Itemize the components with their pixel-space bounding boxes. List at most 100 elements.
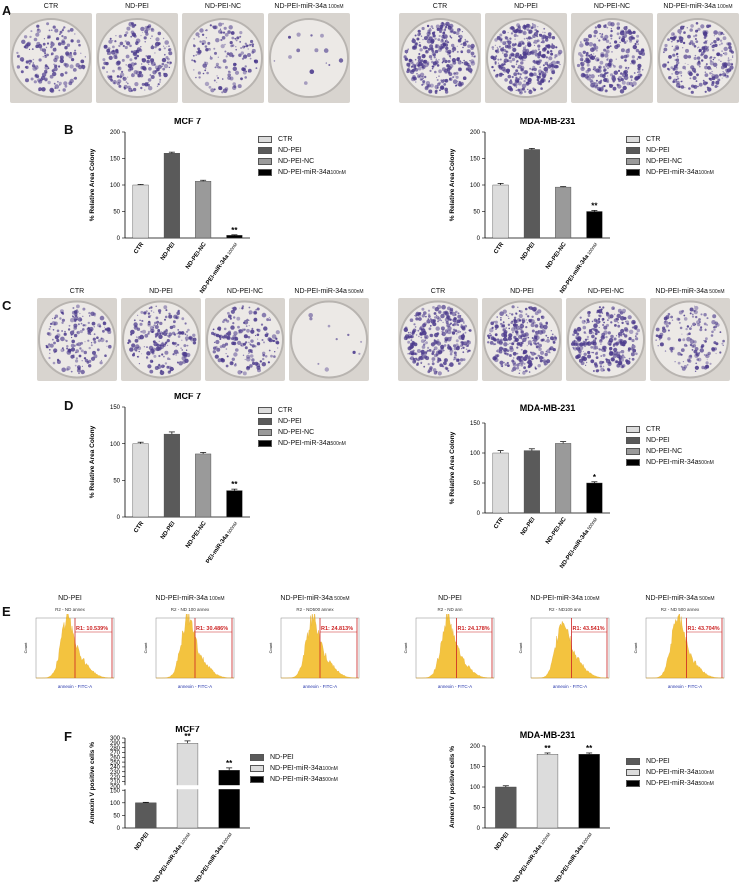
legend-label-sub: 500nM [322,776,338,783]
significance-label: ** [184,732,191,741]
flow-histogram: R1: 24.813% Count annexin - FITC-A [268,614,360,689]
y-tick-label: 200 [110,784,121,790]
x-tick-label: ND-PEI-NC [185,241,208,270]
flow-title-sub: 500nM [332,596,350,602]
legend-item: ND-PEI-miR-34a 100nM [626,767,714,778]
colony-plate-image [399,13,481,103]
bar [536,754,559,829]
x-tick-label: ND-PEI [520,516,537,536]
x-tick-label: ND-PEI-miR-34a 500nM [554,832,594,882]
y-tick-label: 100 [110,442,121,448]
y-tick-label: 300 [110,736,121,742]
bar [578,754,600,829]
legend-label: ND-PEI-miR-34a [646,459,699,466]
legend-swatch [258,407,272,414]
y-tick-label: 50 [113,210,120,216]
legend-label: ND-PEI [646,758,670,765]
y-tick-label: 200 [470,130,481,136]
y-tick-label: 50 [473,806,480,812]
y-tick-label: 270 [110,751,121,757]
bar [555,443,572,514]
significance-label: ** [591,201,598,210]
plate-label: CTR [43,3,59,10]
colony-plate-image [205,298,285,381]
legend-swatch [250,776,264,783]
colony-plate-image [10,13,92,103]
legend-label: ND-PEI-miR-34a [270,776,323,783]
plate-label: ND-PEI-NC [204,3,242,10]
legend-item: ND-PEI-miR-34a 500nM [250,774,338,785]
legend-item: ND-PEI-miR-34a 100nM [258,167,346,178]
legend-item: ND-PEI [626,756,714,767]
legend-swatch [258,440,272,447]
legend-swatch [258,418,272,425]
bar [586,482,603,514]
flow-y-label: Count [143,642,148,654]
panel-letter-d: D [64,398,74,413]
x-tick-label: ND-PEI-miR-34a 100nM [512,832,552,882]
legend-label: ND-PEI-miR-34a [270,765,323,772]
flow-histogram: R1: 10.539% Count annexin - FITC-A [23,614,115,689]
plate-label: ND-PEI-miR-34a 100nM [663,3,733,10]
plate-label: ND-PEI [514,3,538,10]
y-tick-label: 50 [113,814,120,820]
y-tick-label: 0 [117,515,121,521]
x-tick-label: ND-PEI [134,831,151,851]
legend-item: ND-PEI-NC [626,156,714,167]
y-tick-label: 0 [117,826,121,832]
colony-plate-image [398,298,478,381]
gate-percentage: R1: 30.486% [196,626,228,632]
y-tick-label: 220 [110,775,121,781]
x-tick-label: ND-PEI-miR-34a 100nM [199,242,239,295]
bar [523,149,540,239]
legend-item: ND-PEI-miR-34a 500nM [626,778,714,789]
bar [135,802,157,829]
legend-swatch [626,437,640,444]
bar [195,453,212,518]
x-tick-label: CTR [133,520,145,534]
legend-d-mcf7: CTR ND-PEI ND-PEI-NC ND-PEI-miR-34a 500nM [258,405,346,449]
chart-title: MDA-MB-231 [520,730,576,740]
chart-title: MCF 7 [174,393,201,401]
significance-label: * [593,473,597,482]
legend-item: CTR [626,424,714,435]
legend-swatch [258,136,272,143]
y-axis-label: Annexin V positive cells % [449,746,456,828]
flow-y-label: Count [268,642,273,654]
bar [226,490,243,518]
legend-label: ND-PEI [278,418,302,425]
significance-label: ** [231,226,238,235]
significance-label: ** [544,744,551,753]
x-tick-label: CTR [493,516,505,530]
legend-b-mcf7: CTR ND-PEI ND-PEI-NC ND-PEI-miR-34a 100nM [258,134,346,178]
chart-title: MDA-MB-231 [520,403,576,413]
y-tick-label: 150 [110,788,121,794]
legend-label: CTR [278,136,293,143]
bar-chart-b-mdamb231: MDA-MB-231 % Relative Area Colony 0 50 100 15… [449,118,610,295]
chart-title: MCF 7 [174,118,201,126]
legend-swatch [626,426,640,433]
legend-label: ND-PEI-miR-34a [646,769,699,776]
x-tick-label: ND-PEI-miR-34a 100nM [152,832,192,882]
legend-item: ND-PEI [258,416,346,427]
flow-title: ND-PEI-miR-34a 100nM [155,595,225,602]
bar [163,433,180,518]
x-tick-label: ND-PEI-NC [545,516,568,545]
x-tick-label: ND-PEI [520,241,537,261]
bar-chart-d-mcf7: MCF 7 % Relative Area Colony 0 50 100 150 CTR N… [89,393,250,563]
plate-label: ND-PEI-NC [593,3,631,10]
legend-swatch [258,147,272,154]
plate-label: CTR [432,3,448,10]
y-axis-label: % Relative Area Colony [449,431,456,504]
y-tick-label: 0 [477,511,481,517]
bar-chart-b-mcf7: MCF 7 % Relative Area Colony 0 50 100 150 200 C… [89,118,250,295]
flow-caption: R2 - ND500 annex [296,607,334,612]
flow-caption: R2 - ND 100 annex [170,607,210,612]
plate-label: ND-PEI [125,3,149,10]
y-tick-label: 0 [477,826,481,832]
flow-caption: R2 - ND100 ann [548,607,582,612]
legend-swatch [626,147,640,154]
legend-label: ND-PEI-NC [278,429,315,436]
legend-label: CTR [646,136,661,143]
legend-label: CTR [646,426,661,433]
